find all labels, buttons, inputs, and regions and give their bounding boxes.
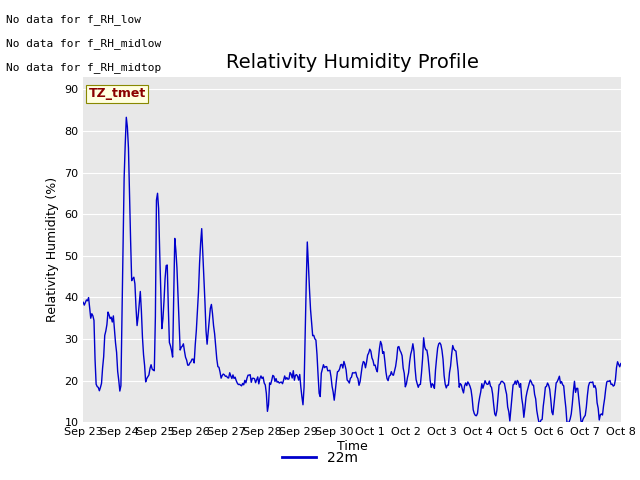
Text: No data for f_RH_midlow: No data for f_RH_midlow <box>6 38 162 49</box>
Text: No data for f_RH_midtop: No data for f_RH_midtop <box>6 62 162 73</box>
Text: TZ_tmet: TZ_tmet <box>88 87 146 100</box>
Y-axis label: Relativity Humidity (%): Relativity Humidity (%) <box>45 177 59 322</box>
Text: No data for f_RH_low: No data for f_RH_low <box>6 14 141 25</box>
Legend: 22m: 22m <box>276 445 364 471</box>
Title: Relativity Humidity Profile: Relativity Humidity Profile <box>225 53 479 72</box>
X-axis label: Time: Time <box>337 440 367 453</box>
